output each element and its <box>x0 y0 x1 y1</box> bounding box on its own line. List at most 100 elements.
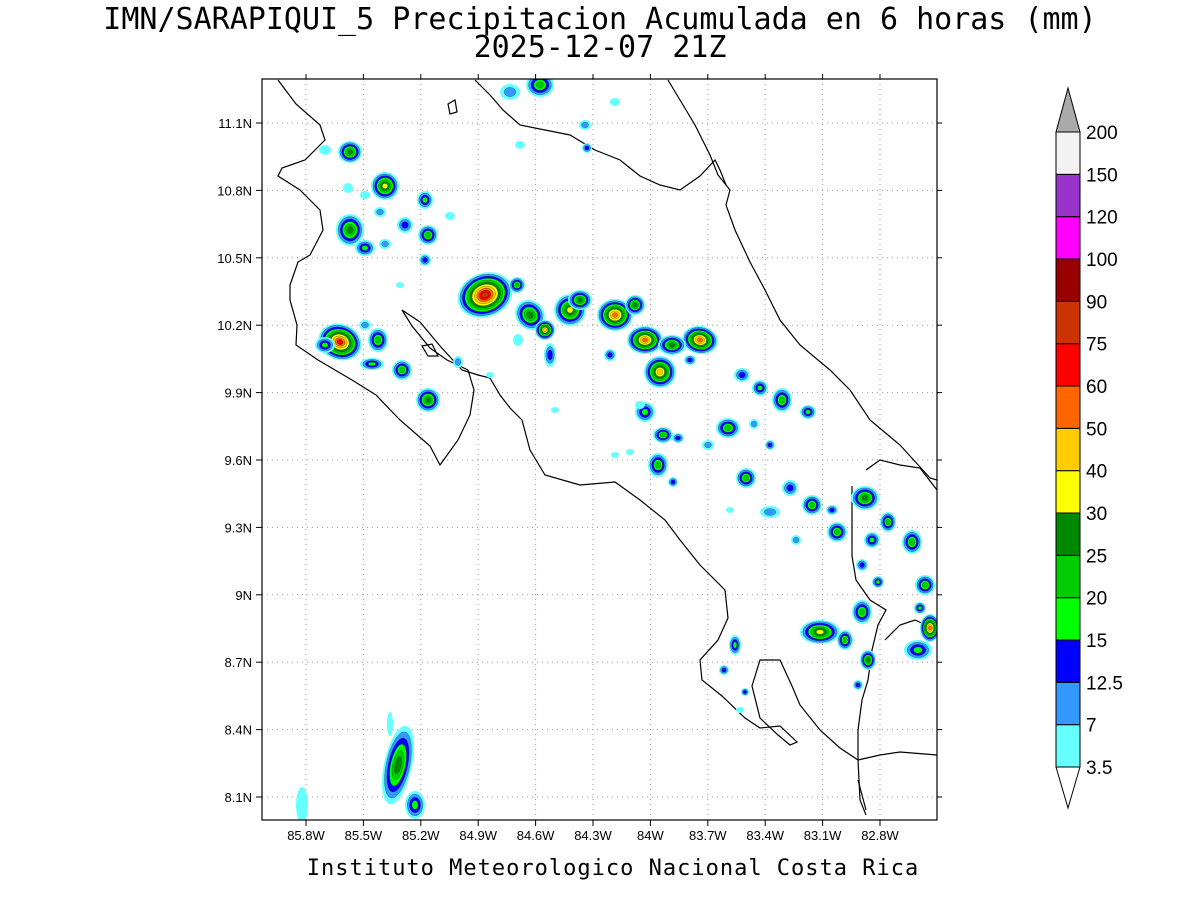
x-tick-label: 83.1W <box>804 828 842 843</box>
colorbar-level-label: 120 <box>1086 208 1118 229</box>
precip-cell <box>296 787 308 820</box>
colorbar-level-label: 25 <box>1086 546 1107 567</box>
precip-cell <box>864 532 880 548</box>
precip-cell <box>851 486 879 510</box>
precip-cell <box>579 120 591 130</box>
precip-cell <box>860 650 876 670</box>
precip-cell <box>445 212 455 220</box>
precip-cell <box>582 143 592 153</box>
precip-cell <box>653 427 673 443</box>
precip-cell <box>752 380 768 396</box>
colorbar-level-label: 30 <box>1086 504 1107 525</box>
colorbar-box <box>1055 681 1081 726</box>
precip-cell <box>405 791 425 819</box>
colorbar-box <box>1055 216 1081 260</box>
precipitation-field <box>296 79 937 820</box>
colorbar-level-label: 12.5 <box>1086 673 1123 694</box>
precip-cell <box>500 84 520 100</box>
precip-cell <box>416 388 440 412</box>
precip-cell <box>902 530 922 554</box>
x-tick-label: 83.7W <box>689 828 727 843</box>
colorbar-level-label: 200 <box>1086 123 1118 144</box>
precip-cell <box>772 388 792 412</box>
precip-cell <box>852 600 872 624</box>
precip-cell <box>635 401 645 409</box>
colorbar-box <box>1055 512 1081 556</box>
precip-cell <box>729 635 741 655</box>
colorbar-level-label: 3.5 <box>1086 758 1112 779</box>
precip-cell <box>355 240 375 256</box>
precip-cell <box>684 355 696 365</box>
precip-cell <box>672 433 684 443</box>
precip-cell <box>853 680 863 690</box>
precip-cell <box>360 358 384 370</box>
latitude-axis: 11.1N 10.8N 10.5N 10.2N 9.9N 9.6N 9.3N 9N 8.7N 8.… <box>217 116 942 805</box>
colorbar-level-label: 15 <box>1086 631 1107 652</box>
precip-cell <box>800 405 816 419</box>
colorbar-box <box>1055 173 1081 218</box>
precip-cell <box>682 325 718 355</box>
colorbar-box <box>1055 597 1081 641</box>
precip-cell <box>374 207 386 217</box>
precip-cell <box>736 468 756 488</box>
precip-cell <box>453 356 463 368</box>
colorbar-level-label: 20 <box>1086 589 1107 610</box>
precip-cell <box>702 440 714 450</box>
precip-cell <box>360 191 370 199</box>
precip-cell <box>526 79 554 97</box>
precip-cell <box>880 512 896 532</box>
precip-cell <box>515 299 545 331</box>
footer-credit: Instituto Meteorologico Nacional Costa R… <box>306 856 920 881</box>
precip-cell <box>604 349 616 361</box>
precip-cell <box>802 495 822 515</box>
precip-cell <box>668 477 678 487</box>
precip-cell <box>856 559 868 571</box>
precip-cell <box>658 335 686 355</box>
precip-cell <box>734 368 750 382</box>
x-tick-label: 85.5W <box>345 828 383 843</box>
precip-cell <box>544 343 556 367</box>
y-tick-label: 10.2N <box>217 318 252 333</box>
precip-cell <box>597 299 633 331</box>
colorbar-bottom-triangle <box>1055 766 1081 810</box>
precip-cell <box>551 407 559 413</box>
precip-cell <box>610 98 620 106</box>
precip-cell <box>716 418 740 438</box>
precip-cell <box>486 372 494 378</box>
colorbar-level-label: 90 <box>1086 292 1107 313</box>
y-tick-label: 9.9N <box>225 386 252 401</box>
precip-cell <box>644 356 676 388</box>
precip-cell <box>648 453 668 477</box>
precip-cell <box>837 630 853 650</box>
map-frame <box>261 78 938 821</box>
precip-cell <box>418 225 438 245</box>
y-tick-label: 10.5N <box>217 251 252 266</box>
longitude-axis: 85.8W 85.5W 85.2W 84.9W 84.6W 84.3W 84W 83.7W 83… <box>287 74 900 843</box>
precip-cell <box>626 449 634 455</box>
precip-cell <box>513 334 523 346</box>
precip-cell <box>515 141 525 149</box>
x-tick-label: 85.8W <box>287 828 325 843</box>
precip-cell <box>760 506 780 518</box>
precip-cell <box>827 522 847 542</box>
colorbar-level-label: 75 <box>1086 335 1107 356</box>
x-tick-label: 83.4W <box>746 828 784 843</box>
y-tick-label: 9N <box>235 588 252 603</box>
precip-cell <box>419 254 431 266</box>
chart-subtitle-datetime: 2025-12-07 21Z <box>473 30 727 65</box>
precip-cell <box>392 360 412 380</box>
precip-cell <box>791 535 801 545</box>
precip-cell <box>371 172 399 200</box>
precip-cell <box>379 239 391 249</box>
colorbar-level-label: 100 <box>1086 250 1118 271</box>
precip-cell <box>741 688 749 696</box>
map-gridlines <box>262 79 937 820</box>
precip-cell <box>782 480 798 496</box>
precip-cell <box>338 141 362 163</box>
precip-cell <box>568 290 592 310</box>
y-tick-label: 8.1N <box>225 790 252 805</box>
x-tick-label: 84W <box>637 828 664 843</box>
x-tick-label: 84.6W <box>517 828 555 843</box>
y-tick-label: 10.8N <box>217 183 252 198</box>
